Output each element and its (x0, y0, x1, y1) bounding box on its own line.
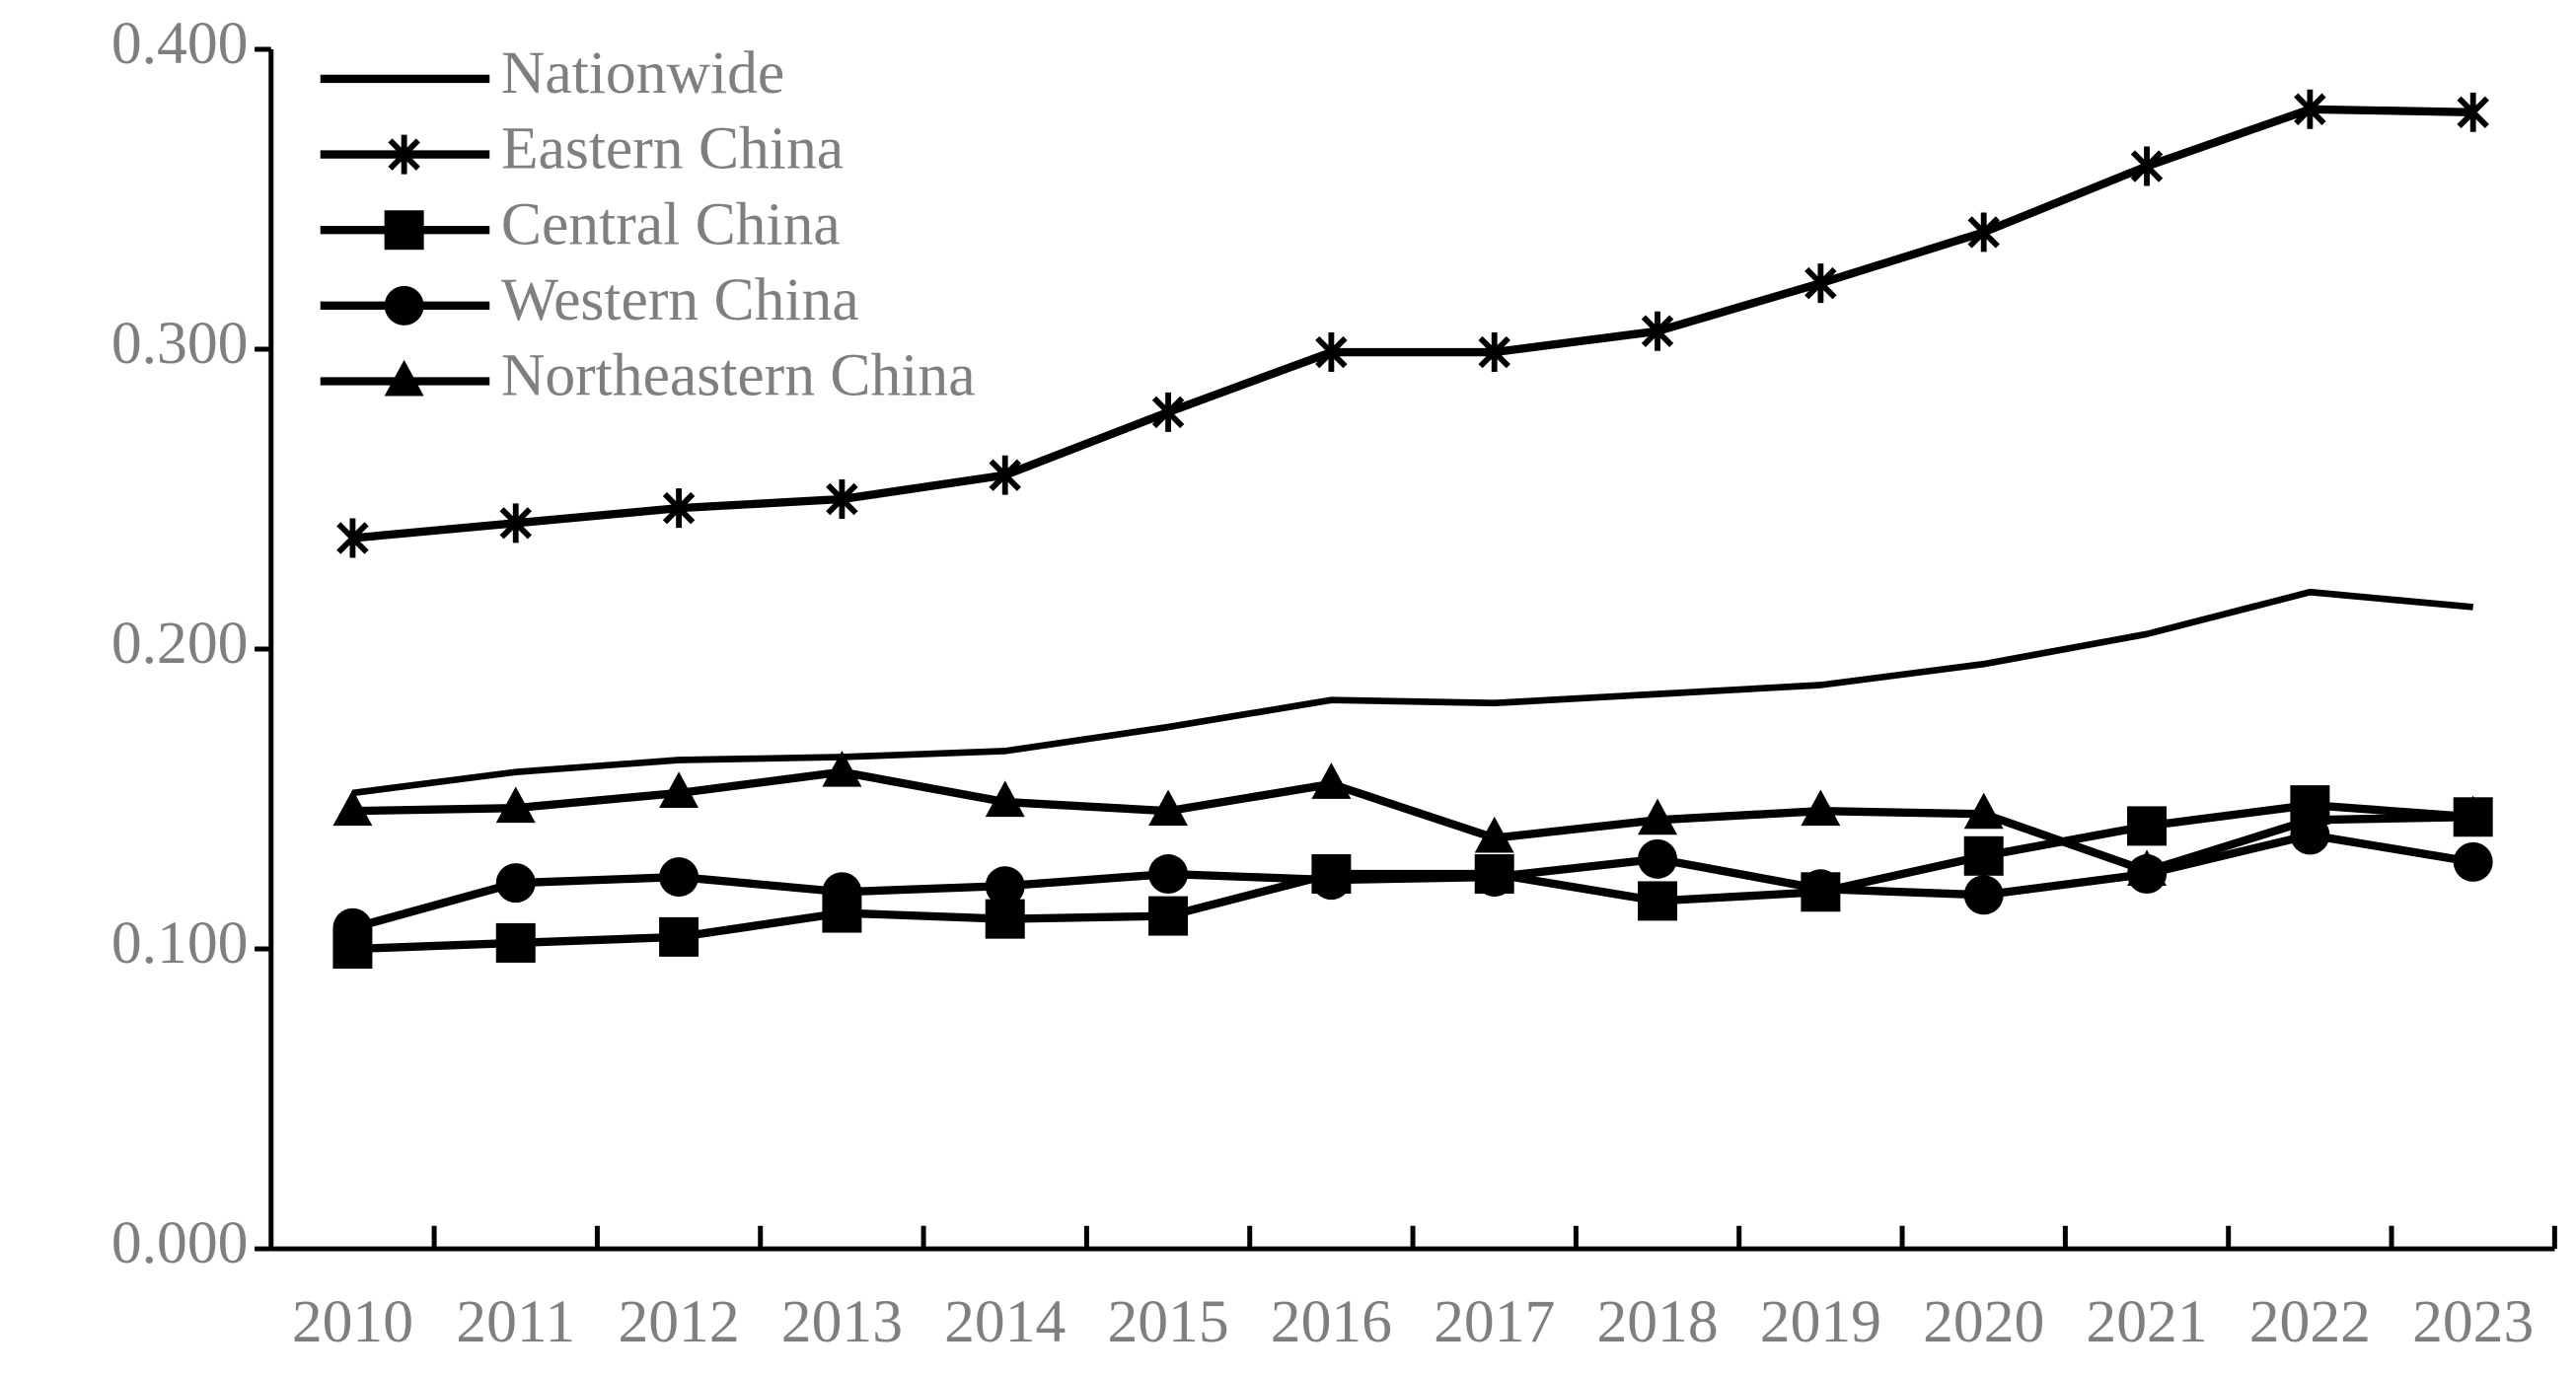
marker (1638, 798, 1678, 835)
marker (2127, 849, 2168, 886)
marker (1963, 875, 2004, 915)
y-tick-label: 0.400 (111, 10, 249, 77)
marker (2127, 806, 2168, 846)
marker (822, 751, 862, 787)
marker (1148, 896, 1189, 936)
x-tick-label: 2012 (618, 1288, 739, 1355)
series-line (352, 105, 2473, 543)
marker (495, 922, 536, 963)
x-tick-label: 2023 (2412, 1288, 2534, 1355)
marker (1148, 854, 1189, 895)
x-tick-label: 2022 (2249, 1288, 2371, 1355)
marker (332, 789, 373, 827)
marker (1311, 860, 1352, 901)
legend-marker (384, 210, 424, 251)
y-tick-label: 0.300 (111, 310, 249, 377)
marker (2290, 798, 2330, 835)
marker (1963, 792, 2004, 830)
x-tick-label: 2021 (2086, 1288, 2207, 1355)
marker (1801, 789, 1841, 827)
series-line (351, 588, 2473, 797)
marker (985, 780, 1025, 818)
series-line (352, 800, 2473, 954)
marker (495, 863, 536, 904)
x-tick-label: 2019 (1760, 1288, 1881, 1355)
legend-marker (384, 285, 424, 326)
marker (2453, 795, 2493, 833)
marker (2457, 92, 2489, 132)
y-tick-label: 0.000 (111, 1209, 249, 1276)
legend-label: Eastern China (501, 115, 844, 182)
marker (659, 916, 699, 957)
marker (822, 872, 862, 912)
marker (985, 866, 1025, 906)
x-tick-label: 2018 (1596, 1288, 1718, 1355)
marker (1474, 857, 1514, 898)
marker (659, 771, 699, 808)
marker (1638, 881, 1678, 921)
marker (1311, 762, 1352, 799)
legend-label: Western China (501, 266, 859, 333)
marker (499, 503, 532, 544)
x-tick-label: 2020 (1923, 1288, 2044, 1355)
marker (1801, 869, 1841, 909)
series-line (352, 767, 2473, 876)
x-tick-label: 2016 (1271, 1288, 1392, 1355)
marker (662, 488, 696, 529)
marker (1967, 212, 2000, 253)
legend-marker (388, 134, 420, 175)
legend-marker (384, 359, 424, 397)
legend-label: Central China (501, 190, 841, 257)
y-tick-label: 0.200 (111, 610, 249, 677)
y-tick-label: 0.100 (111, 909, 249, 977)
marker (1638, 838, 1678, 879)
marker (1963, 835, 2004, 876)
marker (336, 518, 369, 558)
marker (1151, 392, 1185, 432)
marker (332, 907, 373, 948)
marker (1478, 332, 1510, 373)
marker (1148, 789, 1189, 827)
x-tick-label: 2010 (292, 1288, 413, 1355)
legend-label: Northeastern China (501, 342, 976, 409)
x-tick-label: 2014 (944, 1288, 1066, 1355)
marker (826, 479, 858, 519)
marker (2294, 89, 2326, 129)
legend-label: Nationwide (501, 39, 784, 107)
x-tick-label: 2013 (781, 1288, 903, 1355)
marker (985, 899, 1025, 939)
x-tick-label: 2017 (1434, 1288, 1555, 1355)
x-tick-label: 2011 (456, 1288, 575, 1355)
marker (1315, 332, 1348, 373)
marker (659, 857, 699, 898)
x-tick-label: 2015 (1107, 1288, 1228, 1355)
marker (2453, 841, 2493, 882)
marker (989, 455, 1021, 495)
marker (1804, 263, 1837, 304)
marker (1641, 311, 1674, 351)
marker (495, 786, 536, 824)
marker (1474, 816, 1514, 853)
marker (2130, 146, 2164, 186)
series-line (351, 831, 2474, 932)
